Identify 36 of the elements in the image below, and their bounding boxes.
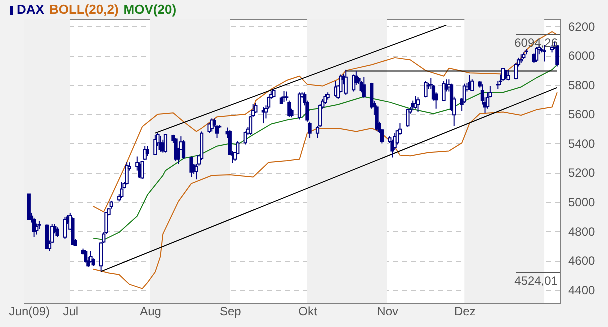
- candlestick: [285, 91, 289, 102]
- candlestick: [442, 80, 446, 102]
- y-tick-label: 4600: [568, 254, 596, 268]
- line-series: [93, 64, 558, 241]
- y-tick-label: 5800: [568, 78, 596, 92]
- y-tick-label: 4800: [568, 224, 596, 239]
- x-tick-label: Okt: [298, 304, 318, 318]
- candlestick: [308, 121, 312, 139]
- candlestick: [324, 94, 328, 105]
- candlestick: [125, 162, 129, 186]
- candlestick: [244, 131, 248, 146]
- candlestick: [208, 122, 212, 134]
- x-tick-label: Jul: [63, 304, 79, 318]
- x-tick-label: Nov: [377, 304, 399, 318]
- y-tick-label: 5200: [568, 166, 596, 180]
- x-tick-label: Aug: [140, 304, 162, 318]
- x-tick-label: Sep: [220, 304, 242, 318]
- text: MOV(20): [124, 2, 177, 17]
- y-tick-label: 6200: [568, 20, 596, 34]
- annotation: 4524,01: [514, 274, 558, 288]
- y-tick-label: 5600: [568, 108, 596, 122]
- y-tick-label: 5000: [568, 195, 596, 210]
- candlestick: [154, 134, 158, 156]
- candlestick: [164, 134, 168, 154]
- x-tick-label: Dez: [454, 304, 476, 318]
- candlestick: [190, 156, 194, 178]
- legend-label: DAX: [17, 2, 44, 17]
- y-tick-label: 6000: [568, 49, 596, 64]
- x-tick-label: Jun(09): [9, 304, 50, 318]
- candlestick: [146, 146, 150, 157]
- y-tick-label: 4400: [568, 283, 596, 298]
- line-series: [93, 31, 558, 213]
- candlestick: [406, 108, 410, 128]
- candlestick: [174, 138, 178, 162]
- text: BOLL(20,2): [49, 2, 119, 17]
- y-tick-label: 5400: [568, 136, 596, 151]
